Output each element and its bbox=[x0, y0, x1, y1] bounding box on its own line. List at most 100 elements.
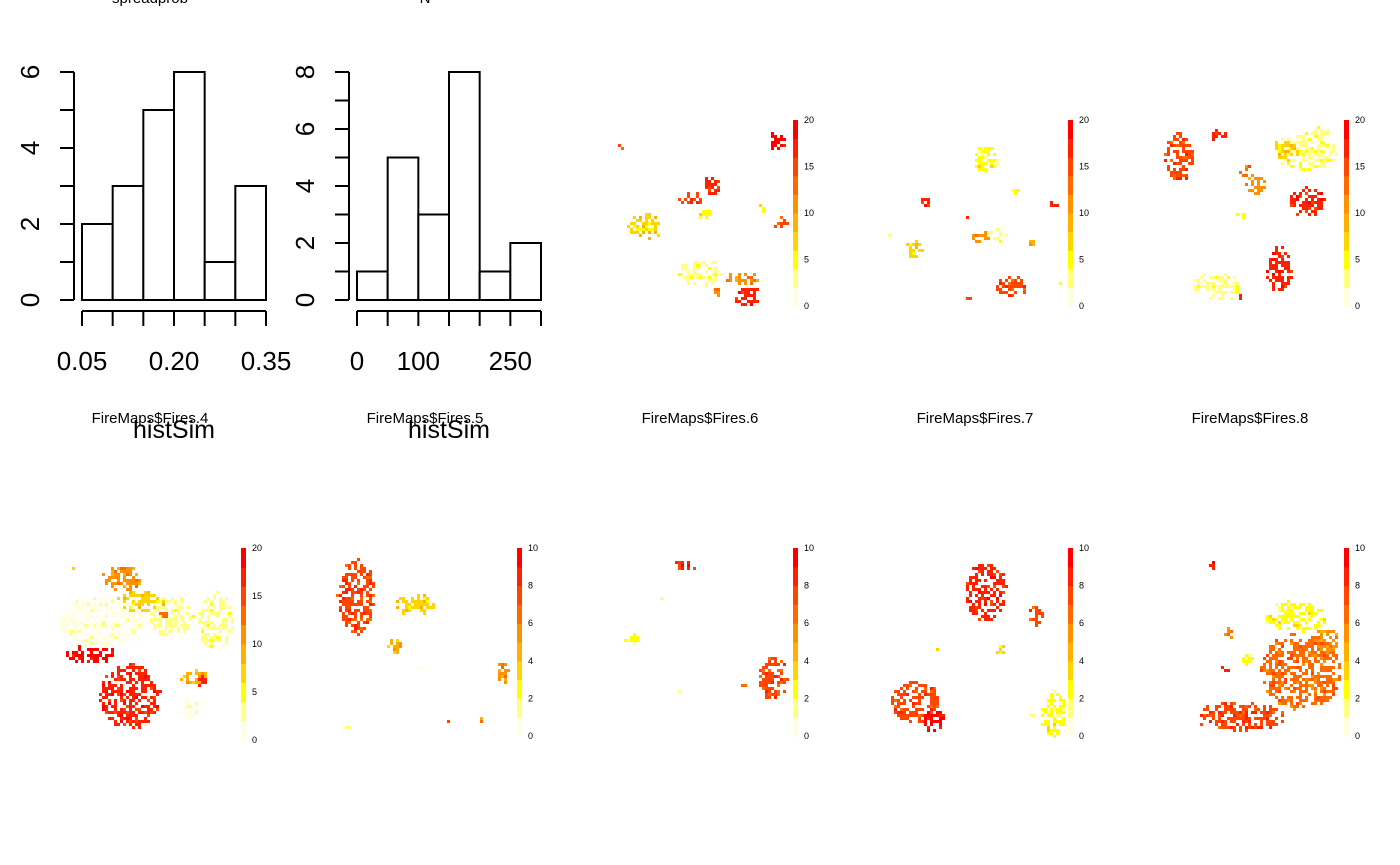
fire-cell bbox=[60, 624, 63, 627]
fire-cell bbox=[969, 606, 972, 609]
fire-cell bbox=[633, 633, 636, 636]
fire-patches bbox=[1200, 561, 1341, 732]
legend-color-step bbox=[793, 642, 798, 662]
fire-cell bbox=[201, 627, 204, 630]
fire-cell bbox=[1323, 681, 1326, 684]
fire-cell bbox=[918, 702, 921, 705]
fire-cell bbox=[81, 600, 84, 603]
fire-cell bbox=[1278, 615, 1281, 618]
fire-cell bbox=[996, 651, 999, 654]
fire-cell bbox=[147, 594, 150, 597]
fire-cell bbox=[339, 585, 342, 588]
fire-cell bbox=[1329, 645, 1332, 648]
fire-cell bbox=[1173, 150, 1176, 153]
fire-cell bbox=[1173, 177, 1176, 180]
fire-cell bbox=[996, 579, 999, 582]
fire-cell bbox=[1323, 675, 1326, 678]
fire-cell bbox=[1275, 666, 1278, 669]
fire-cell bbox=[366, 606, 369, 609]
fire-cell bbox=[138, 579, 141, 582]
fire-cell bbox=[708, 186, 711, 189]
fire-cell bbox=[105, 609, 108, 612]
fire-cell bbox=[918, 243, 921, 246]
fire-cell bbox=[1056, 708, 1059, 711]
fire-cell bbox=[774, 135, 777, 138]
fire-cell bbox=[363, 576, 366, 579]
fire-cell bbox=[123, 717, 126, 720]
fire-cell bbox=[930, 708, 933, 711]
fire-cell bbox=[1221, 276, 1224, 279]
fire-cell bbox=[96, 660, 99, 663]
fire-cell bbox=[1326, 645, 1329, 648]
fire-cell bbox=[132, 690, 135, 693]
fire-cell bbox=[984, 567, 987, 570]
fire-cell bbox=[1200, 285, 1203, 288]
fire-cell bbox=[126, 633, 129, 636]
fire-cell bbox=[741, 288, 744, 291]
fire-cell bbox=[987, 237, 990, 240]
fire-cell bbox=[1182, 150, 1185, 153]
fire-cell bbox=[714, 276, 717, 279]
fire-cell bbox=[180, 615, 183, 618]
fire-patches bbox=[336, 558, 510, 729]
fire-cell bbox=[156, 606, 159, 609]
fire-cell bbox=[1050, 204, 1053, 207]
fire-cell bbox=[1317, 699, 1320, 702]
fire-cell bbox=[1215, 708, 1218, 711]
fire-cell bbox=[1317, 678, 1320, 681]
fire-cell bbox=[939, 723, 942, 726]
fire-cell bbox=[213, 612, 216, 615]
fire-cell bbox=[924, 690, 927, 693]
histogram-bar bbox=[356, 270, 389, 301]
fire-cell bbox=[909, 255, 912, 258]
fire-cell bbox=[141, 594, 144, 597]
fire-cell bbox=[186, 624, 189, 627]
fire-cell bbox=[1272, 258, 1275, 261]
fire-cell bbox=[1227, 633, 1230, 636]
fire-cell bbox=[1281, 153, 1284, 156]
fire-cell bbox=[120, 582, 123, 585]
legend-color-step bbox=[241, 567, 246, 587]
fire-cell bbox=[984, 168, 987, 171]
fire-cell bbox=[1236, 291, 1239, 294]
fire-cell bbox=[771, 135, 774, 138]
fire-cell bbox=[1293, 660, 1296, 663]
fire-cell bbox=[1305, 201, 1308, 204]
fire-cell bbox=[1212, 717, 1215, 720]
fire-cell bbox=[342, 597, 345, 600]
fire-cell bbox=[228, 618, 231, 621]
legend-color-step bbox=[1344, 268, 1349, 288]
fire-cell bbox=[906, 243, 909, 246]
fire-cell bbox=[339, 609, 342, 612]
fire-cell bbox=[1338, 663, 1341, 666]
fire-cell bbox=[684, 276, 687, 279]
fire-cell bbox=[1269, 261, 1272, 264]
fire-cell bbox=[966, 297, 969, 300]
fire-cell bbox=[1278, 150, 1281, 153]
fire-cell bbox=[144, 591, 147, 594]
fire-cell bbox=[1029, 714, 1032, 717]
fire-cell bbox=[978, 597, 981, 600]
fire-cell bbox=[111, 684, 114, 687]
fire-cell bbox=[1218, 276, 1221, 279]
fire-cell bbox=[1269, 621, 1272, 624]
fire-cell bbox=[630, 222, 633, 225]
fire-cell bbox=[75, 621, 78, 624]
fire-cell bbox=[1338, 678, 1341, 681]
fire-cell bbox=[978, 240, 981, 243]
fire-cell bbox=[198, 675, 201, 678]
fire-cell bbox=[1317, 672, 1320, 675]
fire-cell bbox=[999, 645, 1002, 648]
fire-cell bbox=[147, 597, 150, 600]
fire-cell bbox=[174, 630, 177, 633]
fire-cell bbox=[999, 594, 1002, 597]
fire-cell bbox=[765, 690, 768, 693]
fire-cell bbox=[81, 606, 84, 609]
fire-cell bbox=[207, 621, 210, 624]
fire-cell bbox=[1320, 138, 1323, 141]
fire-cell bbox=[966, 216, 969, 219]
legend-color-step bbox=[517, 660, 522, 681]
fire-cell bbox=[1314, 201, 1317, 204]
fire-cell bbox=[369, 612, 372, 615]
fire-cell bbox=[165, 600, 168, 603]
